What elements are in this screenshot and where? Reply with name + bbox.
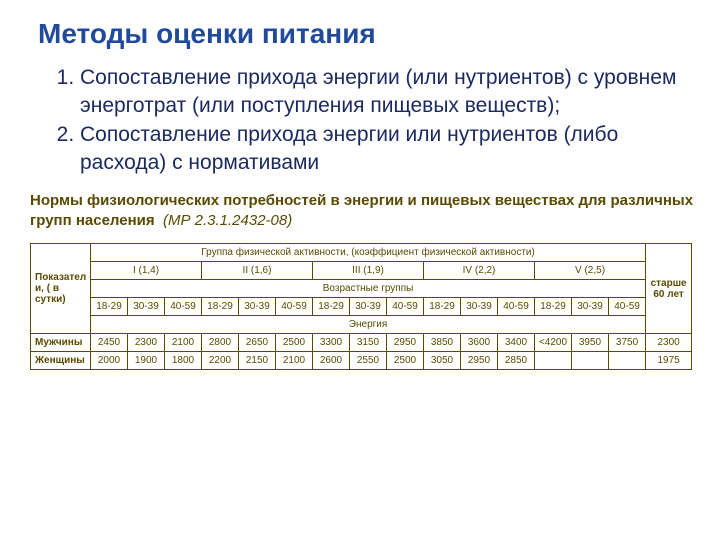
cell: 2100 (276, 352, 313, 370)
th-age: 30-39 (461, 298, 498, 316)
th-indicators: Показатели, ( в сутки) (31, 244, 91, 334)
cell: 3150 (350, 334, 387, 352)
cell: 2000 (91, 352, 128, 370)
th-age: 18-29 (535, 298, 572, 316)
cell: 2650 (239, 334, 276, 352)
th-g4: IV (2,2) (424, 262, 535, 280)
cell: 3950 (572, 334, 609, 352)
cell: 3600 (461, 334, 498, 352)
th-age: 40-59 (165, 298, 202, 316)
cell: 3850 (424, 334, 461, 352)
cell: 2300 (646, 334, 692, 352)
row-label-men: Мужчины (31, 334, 91, 352)
th-age: 18-29 (313, 298, 350, 316)
cell: 2550 (350, 352, 387, 370)
row-label-women: Женщины (31, 352, 91, 370)
energy-norms-table: Показатели, ( в сутки) Группа физической… (30, 243, 692, 370)
cell: 1975 (646, 352, 692, 370)
list-item-1: Сопоставление прихода энергии (или нутри… (80, 64, 688, 119)
th-age: 40-59 (498, 298, 535, 316)
cell: 2950 (387, 334, 424, 352)
page-title: Методы оценки питания (38, 18, 696, 50)
th-age: 40-59 (387, 298, 424, 316)
th-elderly: старше 60 лет (646, 244, 692, 334)
norms-caption: Нормы физиологических потребностей в эне… (30, 191, 696, 232)
list-item-2: Сопоставление прихода энергии или нутрие… (80, 121, 688, 176)
cell: 2500 (276, 334, 313, 352)
cell: 2150 (239, 352, 276, 370)
cell: 2600 (313, 352, 350, 370)
cell: 3300 (313, 334, 350, 352)
slide: { "title": "Методы оценки питания", "lis… (0, 0, 720, 540)
th-age: 30-39 (572, 298, 609, 316)
cell: 2100 (165, 334, 202, 352)
th-g1: I (1,4) (91, 262, 202, 280)
cell: 3750 (609, 334, 646, 352)
th-age: 30-39 (128, 298, 165, 316)
th-age: 40-59 (276, 298, 313, 316)
th-age: 18-29 (424, 298, 461, 316)
cell: 2200 (202, 352, 239, 370)
cell: 1900 (128, 352, 165, 370)
cell: 2500 (387, 352, 424, 370)
cell: <4200 (535, 334, 572, 352)
cell (535, 352, 572, 370)
cell (609, 352, 646, 370)
th-age: 30-39 (350, 298, 387, 316)
cell: 2300 (128, 334, 165, 352)
cell: 2800 (202, 334, 239, 352)
th-energy-title: Энергия (91, 316, 646, 334)
th-age: 18-29 (202, 298, 239, 316)
th-age: 30-39 (239, 298, 276, 316)
th-activity-group: Группа физической активности, (коэффицие… (91, 244, 646, 262)
th-age: 40-59 (609, 298, 646, 316)
cell: 2850 (498, 352, 535, 370)
norms-caption-italic: (МР 2.3.1.2432-08) (163, 212, 292, 229)
th-g5: V (2,5) (535, 262, 646, 280)
cell: 1800 (165, 352, 202, 370)
th-age-groups-title: Возрастные группы (91, 280, 646, 298)
table-row: Мужчины 2450 2300 2100 2800 2650 2500 33… (31, 334, 692, 352)
norms-caption-bold: Нормы физиологических потребностей в эне… (30, 192, 693, 229)
cell: 2450 (91, 334, 128, 352)
cell: 3050 (424, 352, 461, 370)
methods-list: Сопоставление прихода энергии (или нутри… (50, 64, 696, 177)
th-g2: II (1,6) (202, 262, 313, 280)
cell: 2950 (461, 352, 498, 370)
cell: 3400 (498, 334, 535, 352)
th-g3: III (1,9) (313, 262, 424, 280)
cell (572, 352, 609, 370)
table-row: Женщины 2000 1900 1800 2200 2150 2100 26… (31, 352, 692, 370)
th-age: 18-29 (91, 298, 128, 316)
